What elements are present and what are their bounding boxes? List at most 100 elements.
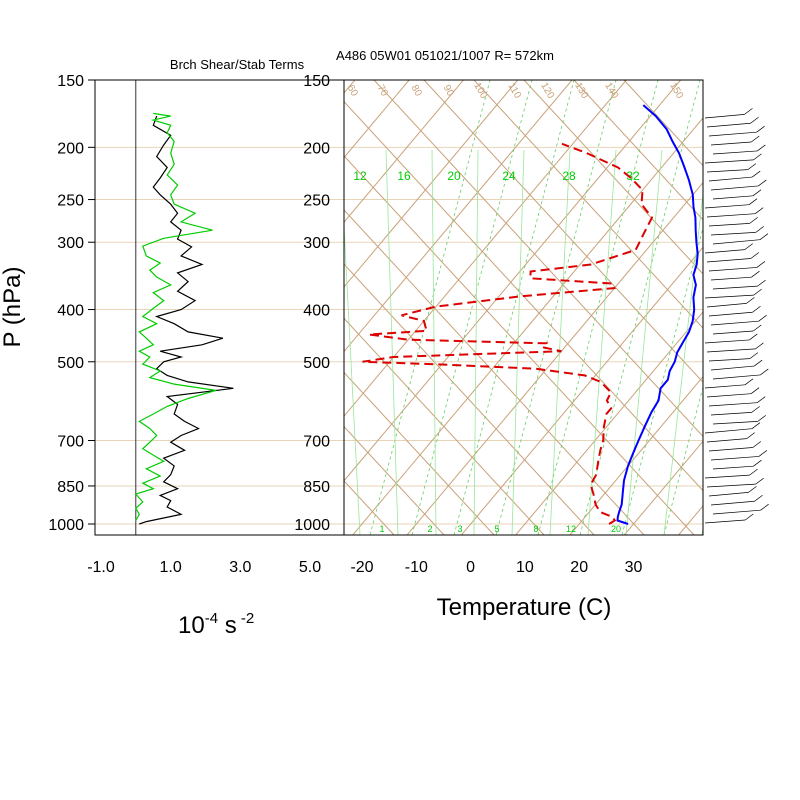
bottom-mixing-label: 1 xyxy=(379,524,384,534)
left-y-tick-label: 400 xyxy=(57,303,84,320)
wind-barb-flag xyxy=(746,297,755,304)
left-x-axis-label: 10-4 s -2 xyxy=(178,610,254,639)
wind-barb-flag xyxy=(754,359,763,367)
wind-barb-flag xyxy=(746,432,755,439)
left-y-tick-label: 200 xyxy=(57,140,84,157)
bottom-mixing-label: 2 xyxy=(427,524,432,534)
dry-adiabat-line xyxy=(573,80,703,221)
moist-adiabat-line xyxy=(495,80,617,535)
isotherm-line xyxy=(344,80,519,288)
right-y-tick-label: 250 xyxy=(303,193,330,210)
wind-barb-shaft xyxy=(710,456,759,461)
wind-barb-shaft xyxy=(712,330,754,335)
right-y-tick-label: 850 xyxy=(303,479,330,496)
isotherm-line xyxy=(460,246,703,535)
wind-barb-shaft xyxy=(704,428,753,434)
wind-barb-shaft xyxy=(712,285,758,290)
dry-adiabat-line xyxy=(344,100,703,492)
wind-barb-flag xyxy=(758,179,767,187)
dry-adiabat-line xyxy=(344,317,545,535)
wind-barb-flag xyxy=(756,125,765,133)
wind-barb-shaft xyxy=(712,509,761,515)
isotherm-line xyxy=(0,64,206,536)
wind-barb-shaft xyxy=(706,348,756,353)
left-y-tick-label: 1000 xyxy=(48,517,84,534)
wind-barb-shaft xyxy=(710,412,752,416)
wind-barb-shaft xyxy=(712,374,761,380)
left-x-axis-exp1: -4 xyxy=(205,610,218,627)
wind-barb-flag xyxy=(754,494,763,502)
adiabat-label: 140 xyxy=(602,81,620,101)
wind-barb-shaft xyxy=(708,492,749,497)
mixing-ratio-label: 20 xyxy=(447,169,461,183)
left-y-tick-label: 700 xyxy=(57,434,84,451)
wind-barb-flag xyxy=(749,352,759,359)
adiabat-label: 60 xyxy=(345,83,360,99)
wind-barb-shaft xyxy=(708,447,753,452)
wind-barb-flag xyxy=(752,305,761,313)
wind-barb-shaft xyxy=(708,223,750,227)
mixing-ratio-line xyxy=(587,149,617,535)
mixing-ratio-line xyxy=(625,149,663,535)
bottom-mixing-label: 5 xyxy=(494,524,499,534)
adiabat-label: 100 xyxy=(471,81,489,101)
wind-barb-shaft xyxy=(712,465,754,470)
right-x-tick-labels: -20 -10 0 10 20 30 xyxy=(350,559,642,576)
wind-barb-shaft xyxy=(704,519,746,524)
wind-barb-shaft xyxy=(708,402,758,407)
dry-adiabat-line xyxy=(0,80,244,535)
right-panel-title: A486 05W01 051021/1007 R= 572km xyxy=(336,48,554,63)
wind-barb-flag xyxy=(752,189,762,197)
wind-barb-flag xyxy=(757,144,766,152)
wind-barb-flag xyxy=(753,459,762,467)
adiabat-label: 70 xyxy=(375,83,390,99)
wind-barb-shaft xyxy=(712,239,761,245)
wind-barb-shaft xyxy=(706,213,756,218)
right-y-tick-label: 1000 xyxy=(294,517,330,534)
wind-barb-flag xyxy=(749,333,758,341)
wind-barb-flag xyxy=(754,207,764,214)
wind-barb-shaft xyxy=(706,483,756,488)
left-x-axis-exp2: -2 xyxy=(237,610,255,627)
wind-barb-flag xyxy=(747,163,757,170)
left-x-tick-label: 5.0 xyxy=(299,559,321,576)
mixing-ratio-line xyxy=(344,219,361,535)
isotherm-line xyxy=(569,375,703,535)
adiabat-label: 80 xyxy=(409,83,424,99)
right-y-tick-label: 400 xyxy=(303,303,330,320)
mixing-ratio-line xyxy=(431,149,437,535)
sounding-line-0 xyxy=(616,104,699,525)
wind-barb-shaft xyxy=(710,141,752,146)
left-x-tick-label: 1.0 xyxy=(160,559,182,576)
wind-barb-flag xyxy=(755,477,764,485)
wind-barb-flag xyxy=(760,503,769,511)
isotherm-line xyxy=(344,80,628,417)
isotherm-line xyxy=(344,80,410,159)
isotherm-line xyxy=(733,64,800,536)
wind-barb-flag xyxy=(760,368,769,376)
isotherm-line xyxy=(406,181,703,535)
right-y-tick-label: 150 xyxy=(303,73,330,90)
mixing-ratio-line xyxy=(473,149,479,535)
wind-barb-shaft xyxy=(704,384,746,389)
left-x-tick-label: -1.0 xyxy=(87,559,115,576)
moist-adiabat-line xyxy=(453,80,575,535)
mixing-ratio-line xyxy=(385,149,399,535)
wind-barb-flag xyxy=(758,450,768,457)
right-x-tick-label: 20 xyxy=(570,559,588,576)
wind-barb-flag xyxy=(751,406,760,413)
wind-barb-shaft xyxy=(704,339,750,344)
wind-barb-shaft xyxy=(706,258,751,263)
isotherm-line xyxy=(344,80,573,353)
wind-barb-flag xyxy=(756,396,766,403)
right-y-tick-label: 200 xyxy=(303,140,330,157)
adiabat-label: 110 xyxy=(505,81,523,101)
wind-barb-shaft xyxy=(710,232,756,236)
left-x-axis-base: 10 xyxy=(178,612,205,639)
wind-barb-flag xyxy=(753,288,762,296)
adiabat-label: 150 xyxy=(667,81,685,101)
isotherm-line xyxy=(515,311,703,535)
left-y-tick-labels: 150 200 250 300 400 500 700 850 1000 xyxy=(48,73,95,534)
dry-adiabat-line xyxy=(344,371,495,535)
dry-adiabat-line xyxy=(344,155,695,535)
